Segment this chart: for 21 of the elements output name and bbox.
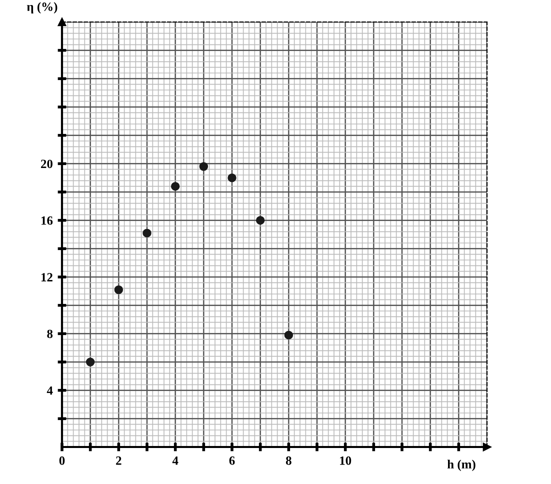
point: [228, 173, 236, 182]
point: [86, 358, 95, 366]
point: [199, 162, 208, 171]
x-tick-label: 6: [229, 456, 235, 465]
point: [256, 216, 265, 225]
point: [142, 228, 152, 238]
y-tick-label: 4: [46, 386, 53, 395]
x-tick-label: 4: [172, 456, 178, 465]
x-tick-label: 0: [59, 456, 65, 465]
x-axis-title: h (m): [447, 460, 476, 472]
x-tick-label: 2: [116, 456, 122, 465]
point: [284, 330, 294, 340]
y-axis-title: η (%): [26, 2, 58, 14]
y-tick-label: 12: [41, 273, 52, 282]
y-tick-label: 16: [41, 216, 53, 225]
x-tick-label: 8: [286, 456, 292, 465]
point: [170, 182, 180, 191]
x-tick-label: 10: [340, 456, 352, 465]
y-tick-label: 8: [47, 330, 53, 338]
y-tick-label: 20: [41, 160, 52, 168]
point: [114, 285, 124, 294]
